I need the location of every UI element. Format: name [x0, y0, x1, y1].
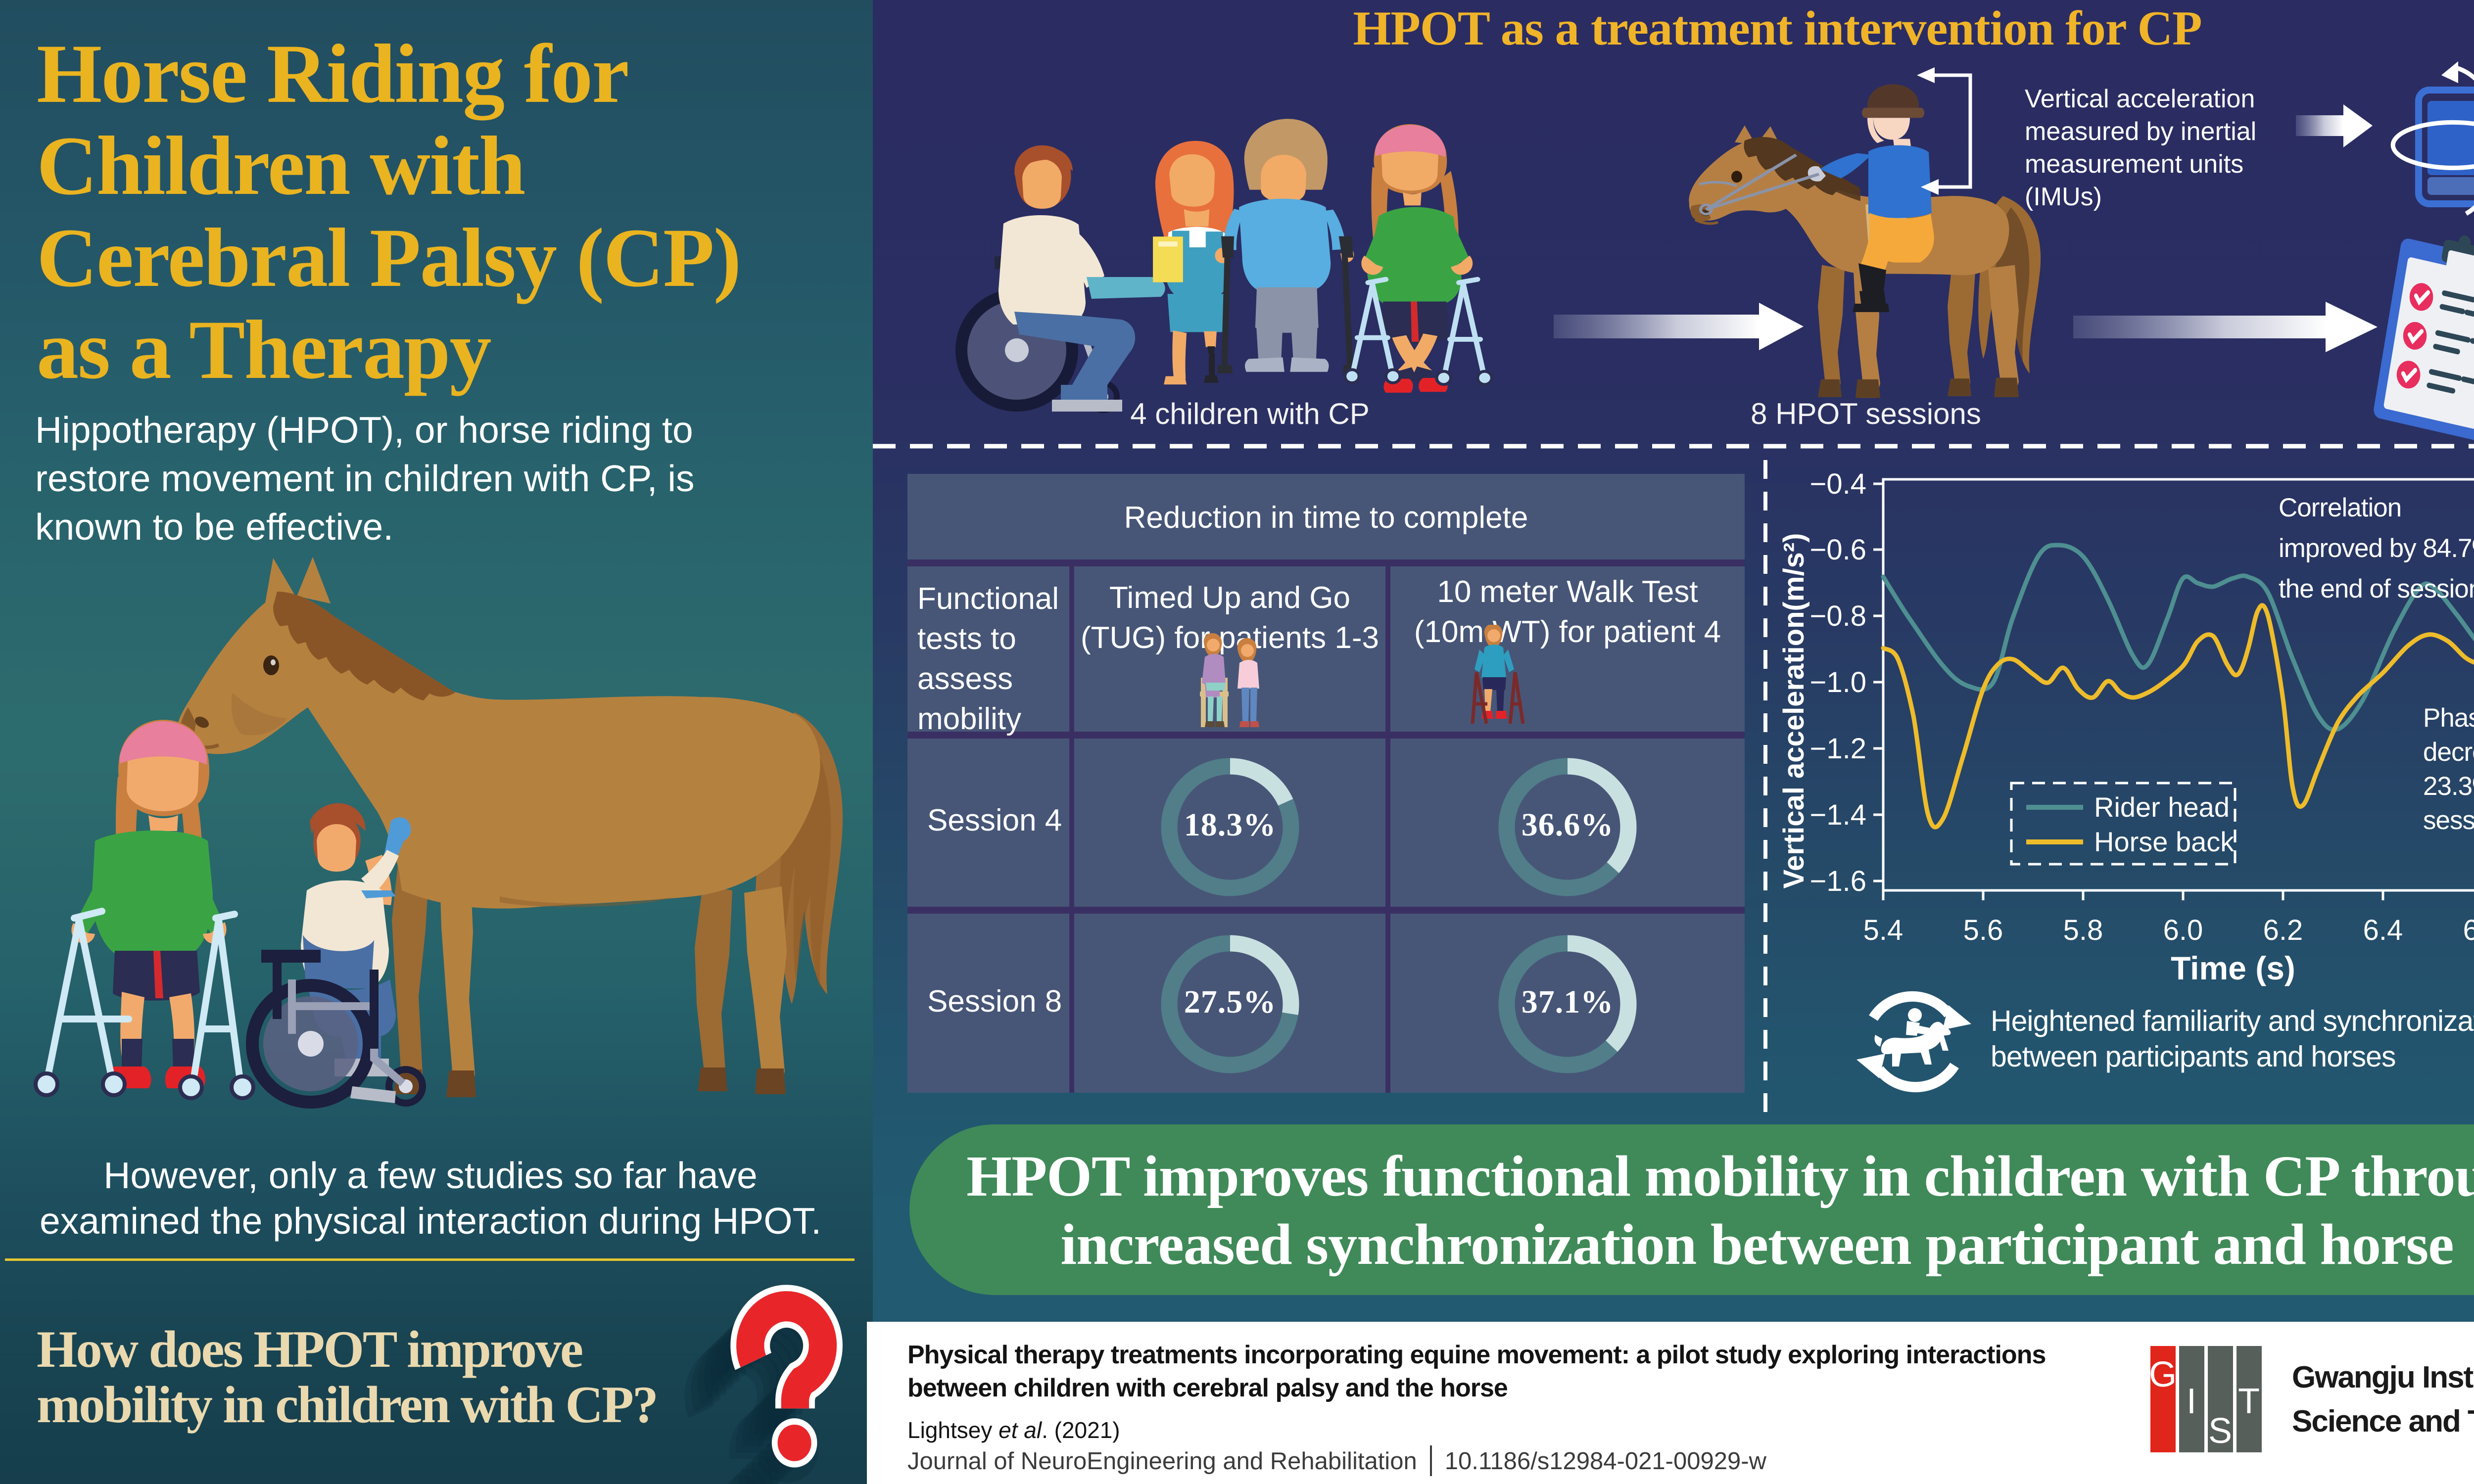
svg-text:5.6: 5.6: [1963, 914, 2003, 946]
svg-text:6.0: 6.0: [2163, 914, 2203, 946]
svg-text:−1.0: −1.0: [1810, 666, 1867, 698]
svg-text:Vertical acceleration(m/s²): Vertical acceleration(m/s²): [1778, 533, 1810, 889]
svg-text:Horse back: Horse back: [2094, 826, 2235, 857]
svg-text:−1.2: −1.2: [1810, 733, 1867, 765]
svg-text:6.2: 6.2: [2263, 914, 2303, 946]
svg-text:T: T: [2238, 1382, 2260, 1421]
svg-text:−1.6: −1.6: [1810, 865, 1867, 897]
svg-text:Time (s): Time (s): [2171, 950, 2295, 986]
svg-text:−0.6: −0.6: [1810, 534, 1867, 566]
svg-text:5.8: 5.8: [2063, 914, 2103, 946]
svg-text:−1.4: −1.4: [1810, 799, 1867, 831]
svg-text:5.4: 5.4: [1863, 914, 1903, 946]
svg-text:I: I: [2187, 1382, 2196, 1421]
svg-text:G: G: [2150, 1355, 2177, 1394]
svg-text:−0.4: −0.4: [1810, 468, 1867, 500]
svg-text:6.4: 6.4: [2363, 914, 2403, 946]
svg-text:S: S: [2208, 1411, 2232, 1451]
svg-text:−0.8: −0.8: [1810, 600, 1867, 632]
svg-text:Rider head: Rider head: [2094, 791, 2230, 823]
svg-text:6.6: 6.6: [2463, 914, 2474, 946]
